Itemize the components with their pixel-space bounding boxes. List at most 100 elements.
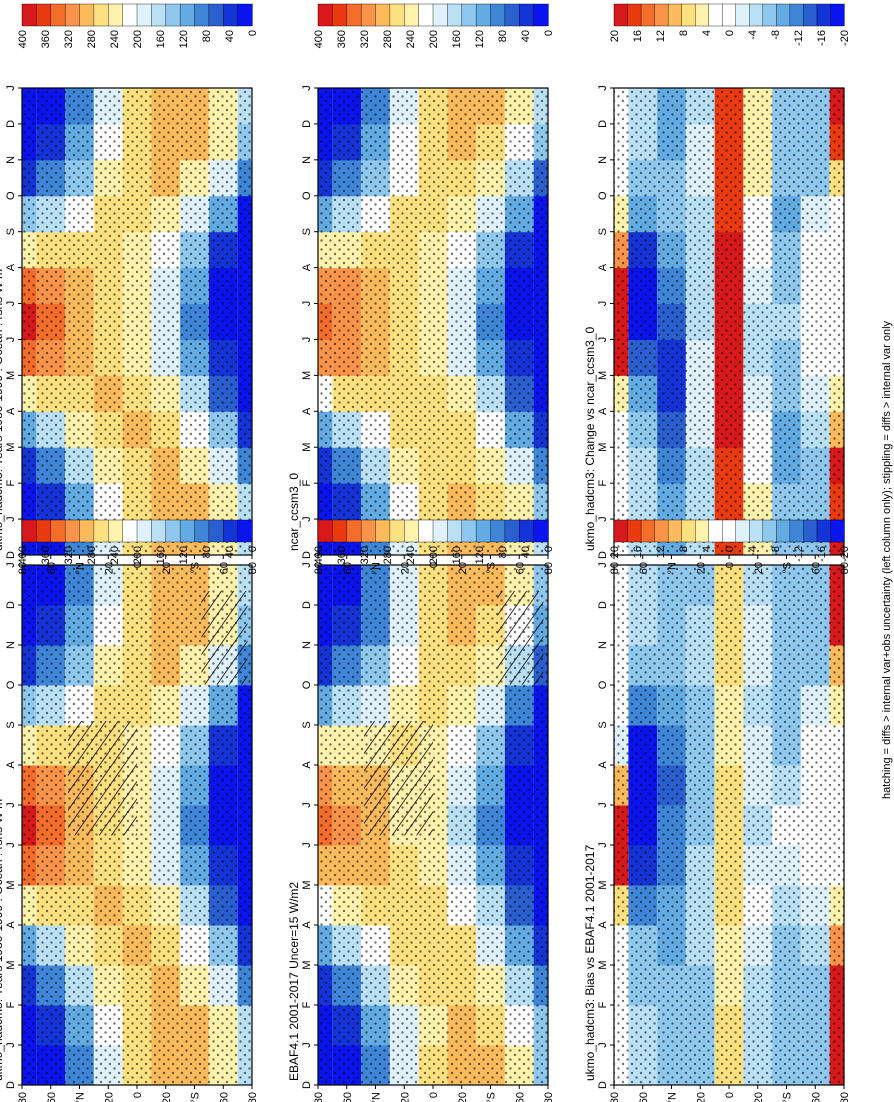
colorbar-swatch [194,519,210,543]
panel-title: ncar_ccsm3_0 [287,473,301,551]
month-tick-label: M [301,371,313,380]
lat-tick-label: °S [782,562,794,574]
lat-tick-label: 60 [638,1092,650,1102]
colorbar-tick-label: 280 [382,546,394,564]
lat-tick-label: °N [667,1092,679,1102]
colorbar-tick-label: 0 [543,546,555,552]
lat-tick-label: 80 [247,562,259,574]
colorbar: 20 16 12 8 4 0 -4 -8 -12 -16 -20 [609,519,851,562]
colorbar-swatch [93,3,109,27]
colorbar-swatch [237,3,253,27]
colorbar-swatch [722,3,737,27]
colorbar-swatch [654,3,669,27]
colorbar-swatch [317,3,333,27]
colorbar-tick-label: -16 [816,546,828,562]
month-tick-label: F [301,480,313,487]
lat-tick-label: 60 [218,562,230,574]
month-tick-label: A [301,407,313,415]
colorbar-swatch [694,519,710,543]
month-tick-label: J [5,85,17,91]
colorbar-swatch [533,519,549,543]
month-tick-label: M [301,443,313,452]
colorbar-tick-label: 120 [178,546,190,564]
lat-tick-label: 0 [428,1092,440,1098]
month-tick-label: J [301,802,313,808]
lat-tick-label: 80 [17,1092,29,1102]
colorbar-tick-label: 240 [109,546,121,564]
month-tick-label: J [597,301,609,307]
month-tick-label: A [597,921,609,929]
month-tick-label: M [301,880,313,889]
month-tick-label: M [597,880,609,889]
colorbar-swatch [165,3,181,27]
lat-tick-label: °N [371,1092,383,1102]
lat-tick-label: 20 [161,1092,173,1102]
colorbar-swatch [418,3,434,27]
lat-tick-label: 60 [218,1092,230,1102]
colorbar-tick-label: 80 [201,30,213,42]
colorbar-tick-label: 0 [724,30,736,36]
panel-title: EBAF4.1 2001-2017 Uncer=15 W/m2 [287,882,301,1081]
colorbar-swatch [789,519,805,543]
colorbar-tick-label: 4 [701,30,713,36]
month-tick-label: D [597,551,609,559]
month-tick-label: A [301,761,313,769]
lat-tick-label: 20 [103,1092,115,1102]
colorbar-swatch [803,519,818,543]
colorbar-tick-label: 240 [405,546,417,564]
colorbar-tick-label: 40 [224,30,236,42]
month-tick-label: D [5,120,17,128]
colorbar-swatch [179,3,196,27]
colorbar-swatch [640,3,656,27]
month-tick-label: D [597,601,609,609]
colorbar-tick-label: -8 [770,546,782,556]
month-tick-label: M [597,960,609,969]
colorbar: 400 360 320 280 240 200 160 120 80 40 0 [17,3,259,48]
colorbar-swatch [165,519,181,543]
colorbar-tick-label: 160 [155,546,167,564]
colorbar-tick-label: -16 [816,30,828,46]
colorbar-swatch [223,519,239,543]
lat-tick-label: 0 [724,562,736,568]
colorbar-swatch [722,519,737,543]
month-tick-label: S [5,228,17,235]
colorbar-swatch [122,3,138,27]
month-tick-label: A [597,263,609,271]
month-tick-label: S [597,228,609,235]
colorbar-tick-label: 320 [359,546,371,564]
colorbar-tick-label: 160 [451,546,463,564]
panel-title: ukmo_hadcm3: Change vs ncar_ccsm3_0 [583,327,597,551]
colorbar-swatch [108,3,124,27]
month-tick-label: J [301,842,313,848]
colorbar-tick-label: -12 [793,546,805,562]
month-tick-label: F [5,1001,17,1008]
lat-tick-label: °S [486,1092,498,1102]
colorbar-swatch [708,3,723,27]
stippling-overlay [22,88,252,555]
month-tick-label: A [5,263,17,271]
colorbar-swatch [360,519,377,543]
colorbar-swatch [830,3,845,27]
colorbar-tick-label: 8 [678,546,690,552]
colorbar-swatch [122,519,138,543]
colorbar-tick-label: 8 [678,30,690,36]
colorbar-tick-label: 4 [701,546,713,552]
month-tick-label: J [597,802,609,808]
colorbar-tick-label: 40 [520,30,532,42]
colorbar-tick-label: 360 [336,30,348,48]
colorbar: 20 16 12 8 4 0 -4 -8 -12 -16 -20 [609,3,851,46]
colorbar-swatch [667,519,683,543]
colorbar-tick-label: -12 [793,30,805,46]
month-tick-label: D [301,120,313,128]
colorbar-swatch [223,3,239,27]
month-tick-label: J [301,301,313,307]
colorbar-swatch [179,519,196,543]
colorbar-swatch [762,3,777,27]
colorbar-swatch [93,519,109,543]
colorbar-swatch [654,519,669,543]
month-tick-label: N [597,156,609,164]
lat-tick-label: 80 [247,1092,259,1102]
month-tick-label: F [301,1001,313,1008]
stippling-overlay [614,565,844,1085]
colorbar-swatch [830,519,845,543]
